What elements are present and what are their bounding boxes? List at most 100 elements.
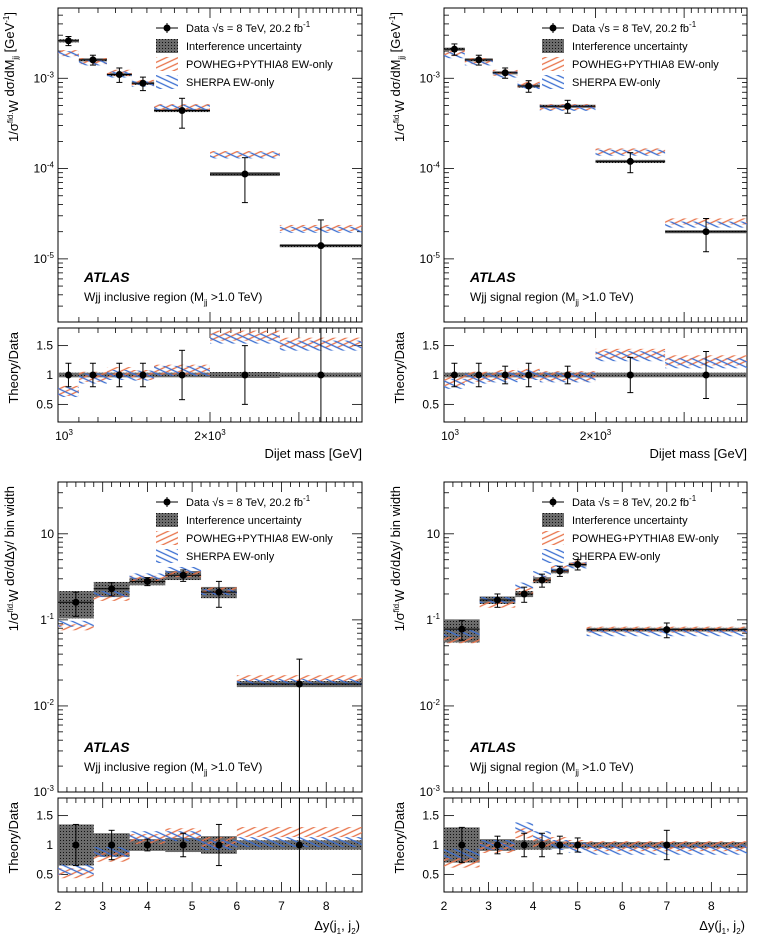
ratio-data-point	[179, 841, 187, 849]
ratio-sherpa-band	[129, 831, 166, 842]
data-point	[556, 567, 564, 575]
x-axis-label: Δy(j1, j2)	[314, 918, 360, 936]
data-point	[493, 596, 501, 604]
region-label: Wjj signal region (Mjj >1.0 TeV)	[470, 760, 634, 777]
legend-interference-swatch	[542, 513, 564, 527]
ratio-y-tick-label: 1	[46, 368, 53, 382]
ratio-data-point	[450, 371, 458, 379]
legend-sherpa-swatch	[542, 75, 564, 89]
y-tick-label: 1-1	[40, 612, 54, 627]
y-axis-label: 1/σfid.W dσ/dΔy/ bin width	[2, 486, 21, 631]
legend-powheg-swatch	[542, 57, 564, 71]
ratio-data-point	[317, 371, 325, 379]
legend-data-label: Data √s = 8 TeV, 20.2 fb-1	[186, 20, 311, 35]
ratio-data-point	[525, 371, 533, 379]
ratio-data-point	[143, 841, 151, 849]
ratio-y-tick-label: 1.5	[422, 809, 439, 823]
data-point	[450, 45, 458, 53]
powheg-band	[58, 624, 94, 631]
legend-powheg-label: POWHEG+PYTHIA8 EW-only	[186, 59, 333, 71]
legend-powheg-swatch	[156, 531, 178, 545]
data-point	[520, 590, 528, 598]
sherpa-band	[515, 582, 534, 589]
legend-interference-swatch	[542, 39, 564, 53]
y-axis-label: 1/σfid.W dσ/dΔy/ bin width	[388, 486, 407, 631]
data-point	[179, 571, 187, 579]
ratio-data-point	[89, 371, 97, 379]
y-tick-label: 10-3	[420, 70, 441, 85]
ratio-y-axis-label: Theory/Data	[392, 331, 407, 403]
ratio-data-point	[663, 841, 671, 849]
legend-data-marker	[163, 498, 171, 506]
atlas-label: ATLAS	[469, 739, 516, 755]
x-tick-label: 2	[55, 899, 62, 913]
ratio-y-tick-label: 1	[432, 838, 439, 852]
ratio-y-tick-label: 1	[432, 368, 439, 382]
ratio-data-point	[108, 841, 116, 849]
ratio-data-point	[493, 841, 501, 849]
ratio-data-point	[64, 371, 72, 379]
data-point	[702, 228, 710, 236]
legend-interference-label: Interference uncertainty	[572, 41, 688, 53]
ratio-data-point	[295, 841, 303, 849]
legend-powheg-swatch	[542, 531, 564, 545]
ratio-data-point	[702, 371, 710, 379]
ratio-sherpa-band	[210, 333, 280, 344]
panel-bottom-right: 10-3 10-2 1-1 10 0.5 1 1.5 2 3 4 5 6 7 8 Δy(j1, j2) 1/σ…	[388, 481, 748, 936]
ratio-data-point	[115, 371, 123, 379]
ratio-data-point	[501, 371, 509, 379]
legend-sherpa-label: SHERPA EW-only	[572, 77, 661, 89]
data-point	[89, 56, 97, 64]
ratio-sherpa-band	[515, 822, 534, 833]
y-tick-label: 10-3	[34, 784, 55, 799]
y-tick-label: 10-3	[420, 784, 441, 799]
y-tick-label: 10-2	[34, 698, 55, 713]
x-tick-label: 7	[663, 899, 670, 913]
ratio-data-point	[538, 841, 546, 849]
data-point	[525, 82, 533, 90]
y-tick-label: 10-4	[34, 161, 55, 176]
x-tick-label: 2	[441, 899, 448, 913]
data-point	[317, 242, 325, 250]
ratio-data-point	[139, 371, 147, 379]
ratio-data-point	[72, 841, 80, 849]
panel-top-right: 10-5 10-4 10-3 0.5 1 1.5 103 2×103 Dijet mass [G…	[388, 7, 748, 461]
legend-powheg-label: POWHEG+PYTHIA8 EW-only	[572, 59, 719, 71]
data-point	[295, 680, 303, 688]
x-axis-label: Δy(j1, j2)	[699, 918, 745, 936]
ratio-data-point	[475, 371, 483, 379]
legend-data-marker	[549, 498, 557, 506]
ratio-y-tick-label: 0.5	[36, 397, 53, 411]
x-tick-label: 7	[278, 899, 285, 913]
data-point	[108, 585, 116, 593]
data-point	[564, 102, 572, 110]
data-point	[626, 157, 634, 165]
data-point	[475, 56, 483, 64]
legend-data-label: Data √s = 8 TeV, 20.2 fb-1	[186, 494, 311, 509]
data-point	[64, 37, 72, 45]
data-point	[574, 560, 582, 568]
legend-sherpa-label: SHERPA EW-only	[186, 77, 275, 89]
legend-interference-label: Interference uncertainty	[572, 515, 688, 527]
region-label: Wjj inclusive region (Mjj >1.0 TeV)	[84, 760, 262, 777]
legend-interference-swatch	[156, 513, 178, 527]
y-tick-label: 1-1	[426, 612, 440, 627]
panel-bottom-left: 10-3 10-2 1-1 10 0.5 1 1.5 2 3 4 5 6 7 8 Δy(j1, j2) 1/σ…	[2, 481, 363, 936]
atlas-label: ATLAS	[83, 739, 130, 755]
x-tick-label: 8	[323, 899, 330, 913]
ratio-y-axis-label: Theory/Data	[392, 801, 407, 873]
data-point	[139, 79, 147, 87]
legend-data-marker	[163, 24, 171, 32]
ratio-data-point	[458, 841, 466, 849]
sherpa-band	[58, 51, 79, 58]
data-point	[115, 71, 123, 79]
x-axis-label: Dijet mass [GeV]	[649, 446, 747, 461]
ratio-y-tick-label: 1	[46, 838, 53, 852]
ratio-data-point	[574, 841, 582, 849]
x-tick-label: 2×103	[580, 428, 612, 443]
ratio-y-tick-label: 1.5	[36, 339, 53, 353]
x-tick-label: 3	[485, 899, 492, 913]
ratio-y-tick-label: 0.5	[36, 867, 53, 881]
ratio-data-point	[178, 371, 186, 379]
ratio-sherpa-band	[58, 864, 94, 875]
